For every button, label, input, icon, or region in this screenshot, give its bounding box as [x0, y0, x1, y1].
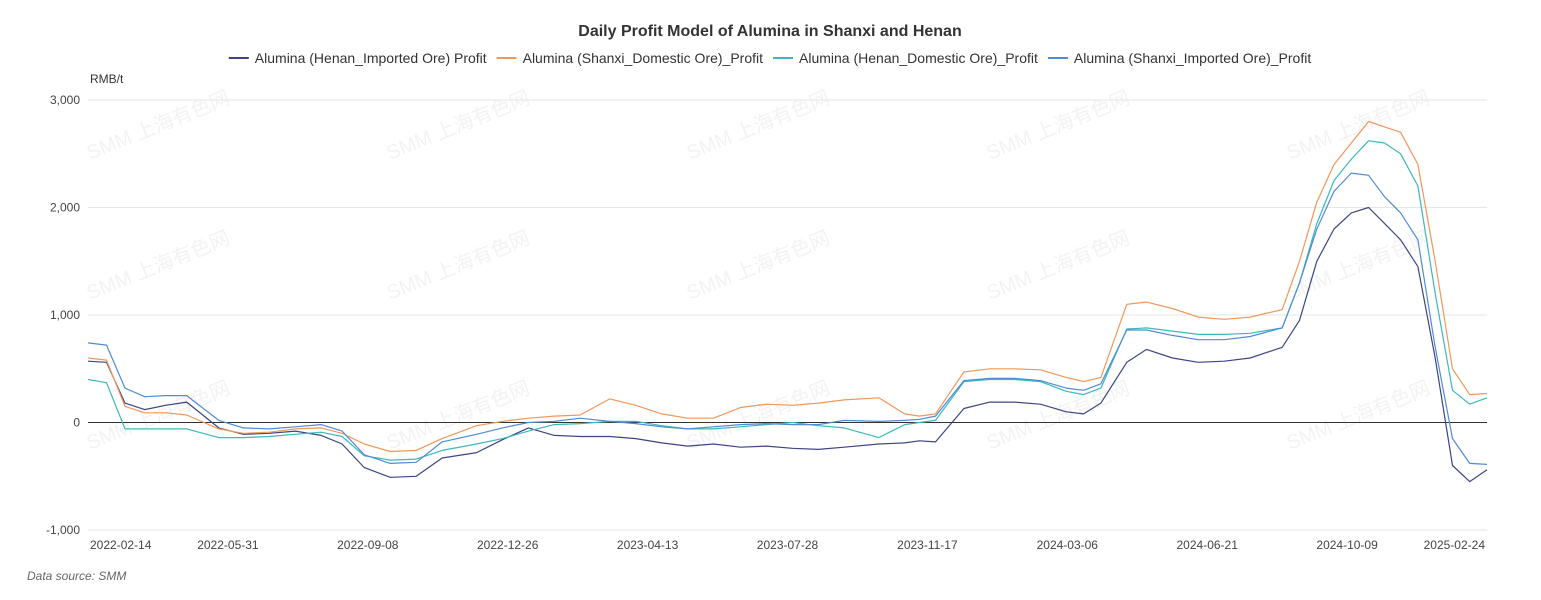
- series-lines: [87, 120, 1488, 483]
- x-tick-label: 2023-11-17: [897, 538, 958, 552]
- legend[interactable]: Alumina (Henan_Imported Ore) Profit Alumi…: [228, 50, 1312, 66]
- series-line-2: [87, 120, 1488, 453]
- x-tick-label: 2024-10-09: [1316, 538, 1378, 552]
- watermark-text: SMM 上海有色网: [983, 86, 1133, 164]
- y-tick-label: 2,000: [50, 201, 80, 215]
- legend-label: Alumina (Henan_Domestic Ore)_Profit: [799, 50, 1038, 66]
- watermark-text: SMM 上海有色网: [683, 226, 833, 304]
- legend-label: Alumina (Henan_Imported Ore) Profit: [255, 50, 487, 66]
- legend-item-1[interactable]: Alumina (Henan_Imported Ore) Profit: [228, 50, 487, 66]
- watermark-text: SMM 上海有色网: [683, 86, 833, 164]
- y-axis-unit: RMB/t: [90, 72, 124, 86]
- series-line-3: [87, 140, 1488, 461]
- legend-label: Alumina (Shanxi_Domestic Ore)_Profit: [523, 50, 764, 66]
- legend-item-3[interactable]: Alumina (Henan_Domestic Ore)_Profit: [773, 50, 1038, 66]
- watermark-text: SMM 上海有色网: [383, 86, 533, 164]
- grid: [88, 99, 1487, 531]
- axis-ticks: -1,000 0 1,000 2,000 3,000 2022-02-14 2022-05-…: [46, 93, 1485, 552]
- watermark-text: SMM 上海有色网: [83, 376, 233, 454]
- series-line-1: [87, 206, 1488, 483]
- x-tick-label: 2025-02-24: [1424, 538, 1486, 552]
- x-tick-label: 2022-05-31: [197, 538, 259, 552]
- legend-item-4[interactable]: Alumina (Shanxi_Imported Ore)_Profit: [1047, 50, 1311, 66]
- x-tick-label: 2024-06-21: [1177, 538, 1239, 552]
- x-tick-label: 2022-12-26: [477, 538, 539, 552]
- series-line-4: [87, 172, 1488, 465]
- legend-item-2[interactable]: Alumina (Shanxi_Domestic Ore)_Profit: [496, 50, 764, 66]
- watermark-text: SMM 上海有色网: [83, 226, 233, 304]
- watermark-text: SMM 上海有色网: [383, 226, 533, 304]
- watermark-text: SMM 上海有色网: [683, 376, 833, 454]
- watermark-text: SMM 上海有色网: [1283, 376, 1433, 454]
- chart-title: Daily Profit Model of Alumina in Shanxi …: [578, 23, 961, 40]
- watermark-text: SMM 上海有色网: [1283, 86, 1433, 164]
- data-source: Data source: SMM: [27, 569, 126, 583]
- watermark-text: SMM 上海有色网: [383, 376, 533, 454]
- legend-label: Alumina (Shanxi_Imported Ore)_Profit: [1074, 50, 1311, 66]
- y-tick-label: 3,000: [50, 93, 80, 107]
- x-tick-label: 2023-07-28: [757, 538, 819, 552]
- y-tick-label: 0: [73, 416, 80, 430]
- watermark-text: SMM 上海有色网: [83, 86, 233, 164]
- watermark-layer: SMM 上海有色网 SMM 上海有色网 SMM 上海有色网 SMM 上海有色网 SMM …: [83, 86, 1433, 454]
- y-tick-label: 1,000: [50, 308, 80, 322]
- x-tick-label: 2023-04-13: [617, 538, 679, 552]
- x-tick-label: 2022-02-14: [90, 538, 152, 552]
- y-tick-label: -1,000: [46, 523, 80, 537]
- x-tick-label: 2022-09-08: [337, 538, 399, 552]
- watermark-text: SMM 上海有色网: [983, 226, 1133, 304]
- x-tick-label: 2024-03-06: [1037, 538, 1099, 552]
